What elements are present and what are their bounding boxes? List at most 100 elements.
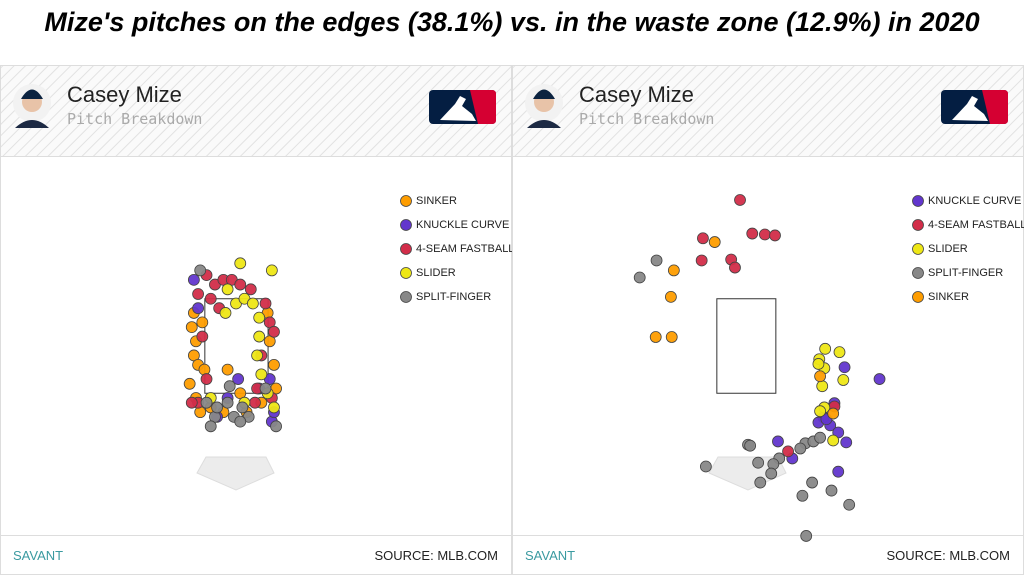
pitch (665, 331, 678, 343)
pitch (249, 396, 261, 409)
pitch (754, 476, 767, 489)
pitch (192, 288, 204, 300)
pitch (812, 358, 825, 370)
headshot-cap (21, 89, 43, 99)
legend-swatch (912, 219, 924, 231)
pitch (194, 264, 207, 277)
pitch (825, 484, 838, 497)
pitch (219, 307, 232, 319)
pitch (843, 498, 856, 511)
legend-swatch (400, 195, 412, 207)
pitch (234, 257, 247, 270)
pitch (196, 316, 209, 329)
pitch (244, 283, 257, 296)
pitch-panel: Casey Mize Pitch Breakdown KNUCKLE CURVE 4-… (512, 65, 1024, 575)
legend-swatch (400, 243, 412, 255)
pitch (185, 321, 198, 334)
pitch (697, 232, 709, 245)
pitch (832, 465, 845, 478)
pitch (800, 530, 813, 542)
pitch (255, 368, 268, 381)
pitch (246, 297, 259, 310)
headshot-cap (533, 89, 555, 99)
home-plate (196, 456, 275, 491)
player-name: Casey Mize (67, 82, 182, 107)
pitch (772, 435, 784, 448)
pitch (183, 377, 196, 390)
pitch (268, 325, 280, 338)
headshot-body (15, 120, 49, 128)
pitch (873, 373, 886, 385)
player-name: Casey Mize (579, 82, 694, 107)
pitch (819, 342, 832, 355)
legend-label: SLIDER (928, 243, 968, 255)
pitch (814, 431, 827, 444)
legend-label: SLIDER (416, 267, 456, 279)
source-label: SOURCE: MLB.COM (886, 548, 1010, 563)
pitch (223, 380, 236, 393)
pitch (259, 382, 272, 395)
pitch (814, 370, 827, 383)
pitch (192, 302, 204, 315)
pitch (650, 254, 663, 267)
pitch (268, 358, 280, 371)
pitch (268, 401, 280, 414)
pitch (232, 373, 245, 385)
pitch (196, 330, 209, 343)
legend-swatch (400, 267, 412, 279)
legend-swatch (912, 243, 924, 255)
pitch (253, 330, 266, 343)
mlb-logo-figure (440, 96, 476, 121)
pitch (251, 349, 264, 362)
page-title: Mize's pitches on the edges (38.1%) vs. … (44, 7, 979, 37)
legend-label: 4-SEAM FASTBALL (416, 243, 514, 255)
legend-label: KNUCKLE CURVE (928, 195, 1021, 207)
pitch (746, 227, 759, 240)
pitch (765, 467, 778, 480)
pitch (221, 396, 234, 409)
pitch (729, 261, 741, 274)
legend-label: SINKER (416, 195, 457, 207)
pitch (816, 380, 829, 393)
legend-swatch (912, 195, 924, 207)
pitch (837, 374, 850, 386)
pitch (234, 278, 247, 291)
source-label: SOURCE: MLB.COM (374, 548, 498, 563)
legend-swatch (912, 267, 924, 279)
pitch (204, 420, 217, 433)
panel-subtitle: Pitch Breakdown (67, 110, 202, 128)
pitch (758, 228, 771, 241)
pitch (265, 264, 278, 277)
pitch (667, 264, 680, 277)
brand-label: SAVANT (525, 548, 575, 563)
pitch (752, 456, 765, 469)
pitch (840, 436, 853, 449)
pitch (236, 401, 249, 414)
pitch (200, 396, 213, 409)
pitch (187, 273, 200, 286)
pitch (259, 297, 272, 310)
pitch (185, 396, 198, 409)
pitch (699, 460, 712, 473)
pitch (204, 292, 217, 305)
mlb-logo-red (982, 90, 1008, 124)
home-plate (708, 456, 787, 491)
pitch (827, 434, 840, 447)
pitch (665, 290, 677, 303)
pitch (221, 283, 234, 296)
legend-swatch (400, 219, 412, 231)
panel-header (1, 66, 511, 156)
pitch (796, 489, 809, 502)
pitch (211, 401, 223, 414)
panel-subtitle: Pitch Breakdown (579, 110, 714, 128)
panel-header (513, 66, 1023, 156)
pitch (221, 363, 234, 376)
legend-swatch (912, 291, 924, 303)
mlb-logo-red (470, 90, 496, 124)
pitch (253, 311, 266, 324)
legend-swatch (400, 291, 412, 303)
pitch (234, 415, 247, 428)
mlb-logo-figure (952, 96, 988, 121)
pitch (782, 445, 794, 458)
